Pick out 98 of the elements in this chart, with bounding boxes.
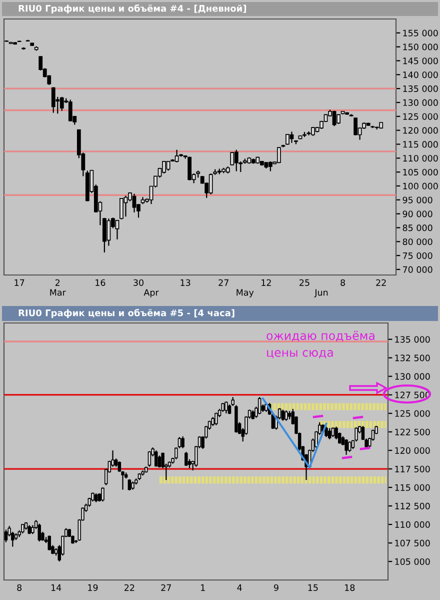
candlestick: [48, 535, 51, 551]
y-tick-label: 105 000: [403, 168, 438, 176]
candlestick: [328, 428, 332, 440]
candlestick: [148, 450, 152, 468]
x-tick-label: May: [236, 289, 254, 298]
y-tick-label: 110 000: [403, 154, 438, 162]
candlestick: [162, 160, 166, 174]
chart-title: RIU0 График цены и объёма #5 - [4 часа]: [18, 308, 234, 318]
x-tick-label: 12: [262, 279, 271, 286]
candlestick: [38, 523, 41, 542]
candlestick: [188, 156, 192, 181]
candlestick: [344, 438, 348, 456]
y-tick-label: 155 000: [403, 30, 438, 36]
candlestick: [101, 486, 104, 502]
y-tick-label: 122 500: [395, 428, 430, 436]
annotation: ожидаю подъёма цены сюда: [266, 330, 374, 358]
candlestick: [208, 172, 213, 195]
candlestick: [348, 440, 352, 452]
candlestick: [214, 412, 218, 426]
candlestick: [51, 86, 56, 114]
y-tick-label: 112 500: [395, 502, 430, 510]
x-tick-label: 18: [345, 584, 355, 591]
x-tick-label: 17: [14, 279, 24, 286]
x-tick-label: 4: [237, 584, 242, 591]
candlestick: [324, 426, 328, 438]
y-tick-label: 125 000: [403, 113, 438, 120]
candlestick: [4, 529, 8, 543]
candlestick: [115, 219, 120, 240]
y-tick-label: 75 000: [402, 252, 432, 259]
candlestick: [334, 426, 338, 440]
y-tick-label: 125 000: [395, 410, 430, 417]
y-tick-label: 150 000: [403, 44, 438, 50]
x-tick-label: 8: [340, 279, 345, 286]
y-tick-label: 135 000: [403, 85, 438, 92]
candlestick: [120, 198, 124, 220]
y-tick-label: 110 000: [395, 521, 430, 528]
candlestick: [258, 396, 262, 415]
x-tick-label: 30: [134, 279, 144, 286]
y-tick-label: 90 000: [402, 210, 432, 218]
x-tick-label: 2 Mar: [50, 279, 66, 296]
y-tick-label: 80 000: [402, 238, 432, 246]
candlestick: [102, 217, 106, 254]
x-tick-label: 1: [201, 584, 205, 591]
x-tick-label: 16: [96, 279, 106, 286]
y-tick-label: 130 000: [395, 373, 430, 380]
x-tick-label: 19: [88, 584, 98, 591]
x-tick-label: 9: [274, 584, 278, 591]
chart-title: RIU0 График цены и объёма #4 - [Дневной]: [18, 4, 246, 14]
x-tick-label: 22: [124, 584, 134, 591]
y-tick-label: 115 000: [395, 484, 430, 491]
x-tick-label: 13: [180, 279, 190, 286]
x-tick-label: 22: [376, 279, 386, 286]
y-tick-label: 117 500: [395, 466, 430, 472]
candlestick: [178, 436, 182, 449]
y-tick-label: 120 000: [395, 447, 430, 454]
candlestick: [174, 446, 178, 460]
y-tick-label: 145 000: [403, 58, 438, 64]
y-tick-label: 132 500: [395, 354, 430, 362]
candlestick: [60, 96, 64, 112]
y-tick-label: 140 000: [403, 71, 438, 78]
x-tick-label: 15: [308, 584, 318, 591]
candlestick: [68, 99, 72, 122]
candlestick: [332, 110, 336, 127]
y-tick-label: 85 000: [402, 224, 432, 232]
candlestick: [224, 400, 228, 414]
y-tick-label: 130 000: [403, 99, 438, 106]
x-tick-label: 27: [161, 584, 171, 591]
candlestick: [124, 195, 128, 218]
y-tick-label: 95 000: [402, 196, 432, 204]
x-tick-label: 25: [300, 279, 310, 286]
x-tick-label: Jun: [314, 289, 328, 298]
candlestick: [230, 151, 234, 166]
candlestick: [158, 455, 162, 468]
candlestick: [268, 160, 272, 172]
y-tick-label: 107 500: [395, 540, 430, 546]
y-tick-label: 100 000: [403, 182, 438, 190]
x-tick-label: 27: [218, 279, 228, 286]
candlestick: [234, 149, 238, 172]
candlestick: [154, 450, 158, 468]
candlestick: [281, 409, 285, 422]
candlestick: [174, 149, 179, 163]
candlestick: [184, 451, 188, 466]
candlestick: [286, 134, 290, 146]
x-tick-label: 14: [51, 584, 62, 591]
y-tick-label: 135 000: [395, 336, 430, 343]
candlestick: [284, 410, 288, 422]
y-tick-label: 70 000: [402, 266, 432, 273]
candlestick: [166, 160, 170, 172]
y-tick-label: 105 000: [395, 558, 430, 565]
candlestick: [331, 426, 335, 438]
candlestick: [354, 116, 358, 136]
x-tick-label: Apr: [144, 289, 159, 298]
candlestick: [336, 114, 340, 124]
y-tick-label: 120 000: [403, 127, 438, 134]
candlestick: [181, 436, 184, 449]
candlestick: [132, 193, 136, 213]
y-tick-label: 115 000: [403, 141, 438, 148]
x-tick-label: 8: [17, 584, 22, 591]
